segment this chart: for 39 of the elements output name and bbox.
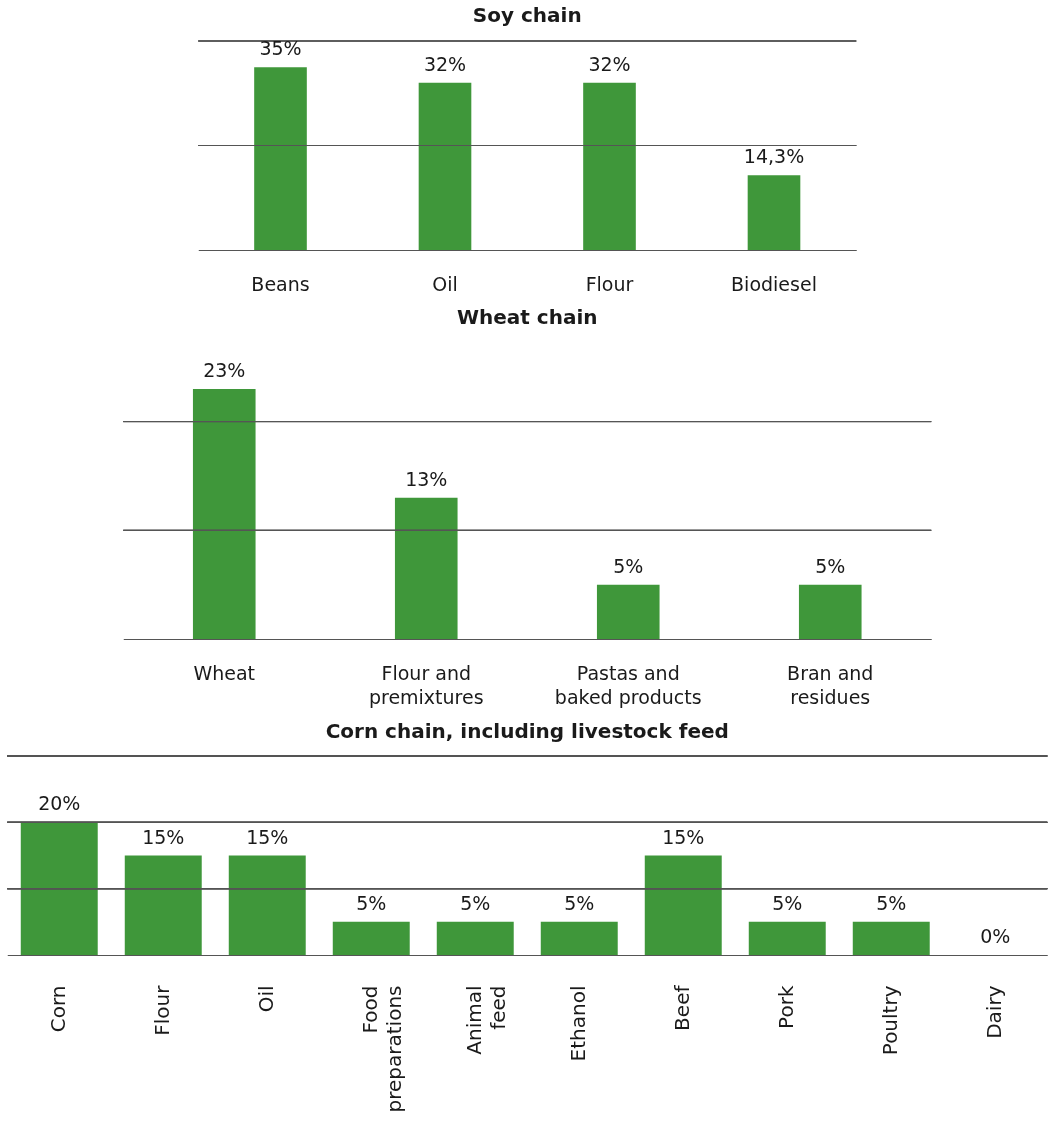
data-label: 20%	[38, 792, 81, 815]
x-tick-label: Food preparations	[358, 985, 407, 1113]
x-tick-label: Pork	[774, 985, 799, 1029]
data-label: 5%	[876, 891, 907, 914]
data-label: 13%	[405, 467, 448, 490]
x-tick-label: Biodiesel	[731, 272, 817, 295]
data-label: 15%	[142, 825, 185, 848]
chart-title: Corn chain, including livestock feed	[325, 718, 729, 743]
data-label: 5%	[772, 891, 803, 914]
x-tick-label: Beans	[251, 272, 310, 295]
x-tick-label: Animal feed	[462, 985, 511, 1055]
data-label: 5%	[613, 554, 644, 577]
data-label: 0%	[980, 925, 1011, 947]
x-tick-label: Beef	[670, 984, 695, 1031]
x-tick-label: Pastas and baked products	[554, 661, 702, 708]
x-tick-label: Corn	[46, 985, 71, 1033]
x-tick-label: Flour and premixtures	[368, 661, 484, 708]
x-tick-label: Bran and residues	[787, 661, 874, 708]
data-label: 23%	[203, 359, 246, 381]
x-tick-label: Oil	[254, 985, 279, 1013]
data-label: 15%	[662, 825, 705, 848]
x-tick-label: Flour	[150, 984, 175, 1036]
data-label: 5%	[356, 891, 387, 914]
x-tick-label: Ethanol	[566, 985, 591, 1062]
data-label: 32%	[588, 52, 631, 75]
data-label: 32%	[423, 52, 467, 75]
data-label: 35%	[259, 37, 302, 60]
x-tick-label: Wheat	[193, 661, 256, 684]
chart-title: Wheat chain	[456, 305, 598, 329]
data-label: 5%	[815, 554, 846, 577]
data-label: 5%	[460, 891, 491, 914]
data-label: 5%	[564, 891, 595, 914]
x-tick-label: Flour	[585, 272, 634, 295]
x-tick-label: Oil	[432, 272, 458, 295]
data-label: 15%	[246, 825, 289, 848]
chart-title: Soy chain	[472, 3, 582, 28]
x-tick-label: Dairy	[982, 985, 1007, 1039]
x-tick-label: Poultry	[878, 985, 903, 1056]
data-label: 14,3%	[743, 145, 805, 168]
